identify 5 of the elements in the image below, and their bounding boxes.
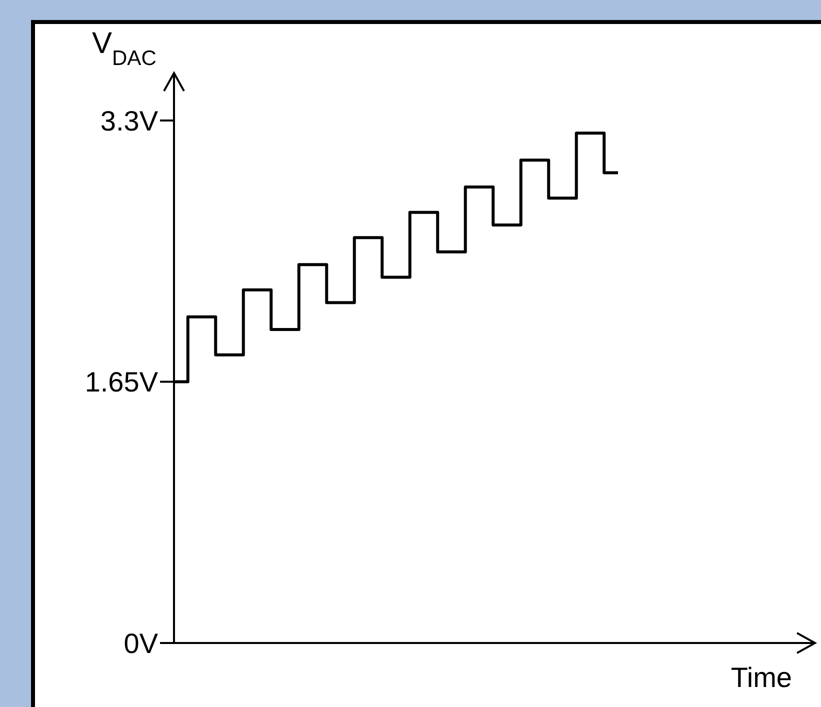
y-tick-label: 3.3V [100, 105, 158, 136]
y-tick-label: 1.65V [84, 366, 158, 398]
x-axis-title: Time [730, 662, 792, 693]
y-tick-label: 0V [124, 628, 158, 659]
y-axis-title: V$_{DAC}$ [92, 27, 156, 70]
